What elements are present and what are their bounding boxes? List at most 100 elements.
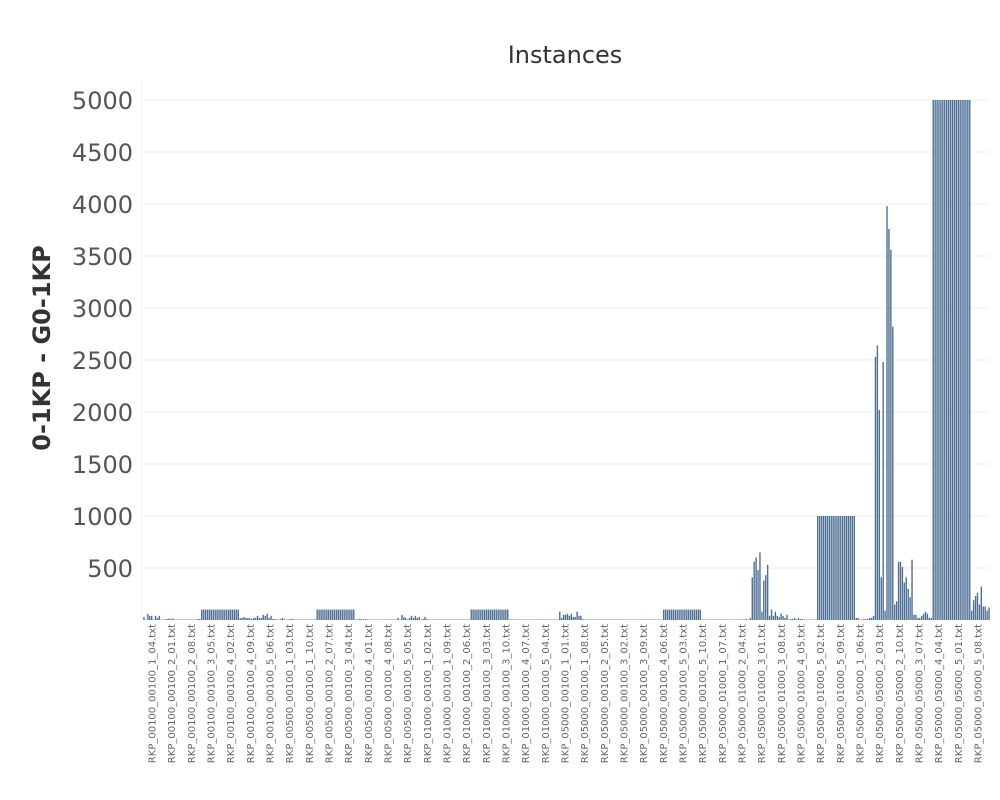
bar xyxy=(562,614,565,620)
x-tick-label: RKP_05000_00100_1_08.txt xyxy=(580,624,591,763)
bar xyxy=(699,609,701,620)
bar xyxy=(703,619,705,620)
bar xyxy=(487,609,490,620)
bar xyxy=(170,618,172,620)
bar xyxy=(755,557,757,620)
bar xyxy=(258,617,261,620)
bar xyxy=(514,619,517,620)
bar xyxy=(609,619,611,620)
bar xyxy=(734,619,736,620)
bar xyxy=(945,100,948,620)
bar xyxy=(520,619,522,620)
bar xyxy=(832,516,834,620)
x-tick-label: RKP_05000_05000_4_04.txt xyxy=(934,624,945,763)
bar xyxy=(791,618,794,620)
bar xyxy=(657,619,659,620)
x-tick-label: RKP_05000_01000_5_09.txt xyxy=(836,624,847,763)
bar xyxy=(693,609,696,620)
bar xyxy=(381,619,384,620)
bar xyxy=(815,619,817,620)
bar xyxy=(680,609,682,620)
bar xyxy=(988,607,990,620)
bar xyxy=(383,619,386,620)
x-tick-label: RKP_01000_00100_1_02.txt xyxy=(423,624,434,763)
x-tick-label: RKP_00100_00100_4_02.txt xyxy=(226,624,237,763)
bar xyxy=(491,609,494,620)
bar xyxy=(770,609,773,620)
bar xyxy=(274,618,276,620)
bar xyxy=(763,580,765,620)
bar xyxy=(865,618,867,620)
x-tick-label: RKP_00500_00100_5_05.txt xyxy=(403,624,414,763)
bar xyxy=(166,618,168,620)
bar xyxy=(518,619,521,620)
bar xyxy=(164,619,166,620)
bar xyxy=(730,619,732,620)
bar xyxy=(149,615,151,620)
bar xyxy=(843,516,846,620)
bar xyxy=(799,618,802,620)
bar xyxy=(351,609,353,620)
x-tick-label: RKP_00100_00100_5_06.txt xyxy=(266,624,277,763)
bar xyxy=(963,100,965,620)
bar xyxy=(722,619,725,620)
bar xyxy=(845,516,848,620)
bar xyxy=(595,619,598,620)
bar xyxy=(237,609,239,620)
bar xyxy=(643,619,646,620)
x-tick-label: RKP_01000_00100_4_07.txt xyxy=(521,624,532,763)
x-tick-label: RKP_01000_00100_3_03.txt xyxy=(482,624,493,763)
y-tick-label: 1500 xyxy=(72,451,133,479)
bar xyxy=(243,616,245,620)
bar xyxy=(299,619,301,620)
bar xyxy=(620,619,623,620)
bar xyxy=(782,615,784,620)
bar xyxy=(982,606,984,620)
y-axis-label: 0-1KP - G0-1KP xyxy=(28,245,56,450)
bar xyxy=(335,609,338,620)
bar xyxy=(805,619,807,620)
bar xyxy=(541,619,544,620)
x-tick-label: RKP_05000_00100_3_09.txt xyxy=(639,624,650,763)
bar xyxy=(601,619,603,620)
bar xyxy=(326,609,328,620)
bar xyxy=(584,619,586,620)
bar xyxy=(778,616,780,620)
bar xyxy=(786,614,788,620)
bar xyxy=(329,609,332,620)
bar xyxy=(216,609,218,620)
y-tick-labels: 500 1000 1500 2000 2500 3000 3500 4000 4500 5000 xyxy=(72,87,133,583)
x-tick-label: RKP_00500_00100_1_10.txt xyxy=(305,624,316,763)
bar xyxy=(857,617,859,620)
bar xyxy=(249,617,251,620)
bar xyxy=(457,619,459,620)
x-tick-label: RKP_00500_00100_3_04.txt xyxy=(344,624,355,763)
bar xyxy=(464,619,467,620)
bar xyxy=(626,619,628,620)
bar xyxy=(453,619,455,620)
bar xyxy=(210,609,213,620)
bar xyxy=(320,609,322,620)
x-tick-label: RKP_00500_00100_1_03.txt xyxy=(285,624,296,763)
bar xyxy=(443,619,445,620)
bar xyxy=(308,619,311,620)
bar xyxy=(930,617,932,620)
bar xyxy=(863,618,865,620)
bar xyxy=(474,609,476,620)
bar xyxy=(233,609,236,620)
bar xyxy=(278,619,280,620)
bar xyxy=(741,619,744,620)
bar xyxy=(957,100,959,620)
bar xyxy=(343,609,345,620)
x-tick-label: RKP_05000_01000_2_04.txt xyxy=(738,624,749,763)
bar xyxy=(510,619,513,620)
bar xyxy=(318,609,320,620)
x-tick-label: RKP_05000_01000_4_05.txt xyxy=(797,624,808,763)
bar xyxy=(574,616,576,620)
y-tick-label: 4000 xyxy=(72,191,133,219)
bar xyxy=(724,619,727,620)
bar xyxy=(353,609,355,620)
x-tick-label: RKP_01000_00100_1_09.txt xyxy=(443,624,454,763)
bar xyxy=(174,619,176,620)
x-tick-label: RKP_05000_01000_3_08.txt xyxy=(777,624,788,763)
